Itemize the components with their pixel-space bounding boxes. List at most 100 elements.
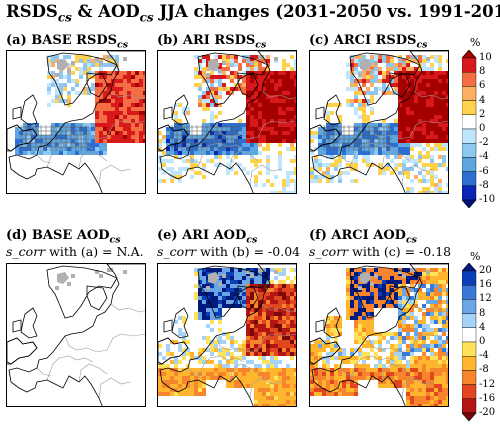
grid-cell bbox=[190, 155, 194, 159]
grid-cell bbox=[430, 268, 434, 272]
grid-cell bbox=[198, 384, 202, 388]
grid-cell bbox=[71, 131, 75, 135]
grid-cell bbox=[282, 300, 286, 304]
grid-cell bbox=[342, 392, 346, 396]
grid-cell bbox=[322, 360, 326, 364]
grid-cell bbox=[418, 344, 422, 348]
grid-cell bbox=[290, 296, 294, 300]
grid-cell bbox=[438, 163, 442, 167]
grid-cell bbox=[234, 268, 238, 272]
grid-cell bbox=[410, 79, 414, 83]
grid-cell bbox=[278, 400, 282, 404]
grid-cell bbox=[202, 380, 206, 384]
grid-cell bbox=[111, 131, 115, 135]
country-border bbox=[349, 355, 397, 381]
colorbar-segment bbox=[462, 72, 477, 87]
grid-cell bbox=[398, 135, 402, 139]
grid-cell bbox=[178, 139, 182, 143]
grid-cell bbox=[434, 308, 438, 312]
grid-cell bbox=[314, 340, 318, 344]
grid-cell bbox=[434, 396, 438, 400]
grid-cell bbox=[402, 83, 406, 87]
grid-cell bbox=[139, 79, 143, 83]
grid-cell bbox=[294, 131, 296, 135]
grid-cell bbox=[410, 396, 414, 400]
grid-cell bbox=[378, 131, 382, 135]
grid-cell bbox=[398, 384, 402, 388]
grid-cell bbox=[418, 368, 422, 372]
grid-cell bbox=[438, 360, 442, 364]
masked-cell bbox=[250, 61, 254, 65]
grid-cell bbox=[234, 171, 238, 175]
masked-cell bbox=[218, 282, 222, 286]
grid-cell bbox=[218, 127, 222, 131]
grid-cell bbox=[63, 143, 67, 147]
country-border bbox=[110, 90, 145, 100]
grid-cell bbox=[446, 183, 448, 187]
grid-cell bbox=[366, 324, 370, 328]
grid-cell bbox=[362, 151, 366, 155]
grid-cell bbox=[262, 376, 266, 380]
grid-cell bbox=[354, 324, 358, 328]
grid-cell bbox=[47, 87, 51, 91]
grid-cell bbox=[442, 404, 446, 406]
grid-cell bbox=[242, 131, 246, 135]
grid-cell bbox=[186, 372, 190, 376]
grid-cell bbox=[402, 147, 406, 151]
map-panel-e bbox=[157, 263, 297, 407]
grid-cell bbox=[178, 131, 182, 135]
grid-cell bbox=[358, 320, 362, 324]
grid-cell bbox=[119, 71, 123, 75]
grid-cell bbox=[194, 71, 198, 75]
grid-cell bbox=[382, 372, 386, 376]
grid-cell bbox=[87, 123, 91, 127]
grid-cell bbox=[202, 59, 206, 63]
grid-cell bbox=[254, 111, 258, 115]
grid-cell bbox=[398, 332, 402, 336]
grid-cell bbox=[67, 135, 71, 139]
grid-cell bbox=[258, 159, 262, 163]
grid-cell bbox=[278, 107, 282, 111]
grid-cell bbox=[186, 376, 190, 380]
grid-cell bbox=[158, 364, 162, 368]
grid-cell bbox=[194, 83, 198, 87]
grid-cell bbox=[258, 400, 262, 404]
grid-cell bbox=[230, 75, 234, 79]
grid-cell bbox=[218, 316, 222, 320]
grid-cell bbox=[254, 175, 258, 179]
grid-cell bbox=[254, 103, 258, 107]
grid-cell bbox=[294, 167, 296, 171]
grid-cell bbox=[234, 360, 238, 364]
grid-cell bbox=[75, 83, 79, 87]
grid-cell bbox=[139, 91, 143, 95]
grid-cell bbox=[262, 304, 266, 308]
grid-cell bbox=[426, 143, 430, 147]
grid-cell bbox=[250, 115, 254, 119]
grid-cell bbox=[119, 123, 123, 127]
grid-cell bbox=[139, 119, 143, 123]
map-d bbox=[7, 264, 145, 406]
grid-cell bbox=[426, 296, 430, 300]
grid-cell bbox=[318, 344, 322, 348]
colorbar-segment bbox=[462, 398, 477, 414]
grid-cell bbox=[206, 360, 210, 364]
grid-cell bbox=[286, 292, 290, 296]
grid-cell bbox=[314, 360, 318, 364]
grid-cell bbox=[414, 276, 418, 280]
grid-cell bbox=[430, 384, 434, 388]
grid-cell bbox=[143, 79, 145, 83]
grid-cell bbox=[194, 356, 198, 360]
grid-cell bbox=[166, 348, 170, 352]
grid-cell bbox=[286, 340, 290, 344]
grid-cell bbox=[378, 71, 382, 75]
grid-cell bbox=[438, 280, 442, 284]
grid-cell bbox=[218, 75, 222, 79]
grid-cell bbox=[370, 127, 374, 131]
grid-cell bbox=[250, 288, 254, 292]
grid-cell bbox=[426, 392, 430, 396]
grid-cell bbox=[234, 151, 238, 155]
grid-cell bbox=[414, 384, 418, 388]
grid-cell bbox=[422, 179, 426, 183]
grid-cell bbox=[350, 300, 354, 304]
grid-cell bbox=[174, 115, 178, 119]
